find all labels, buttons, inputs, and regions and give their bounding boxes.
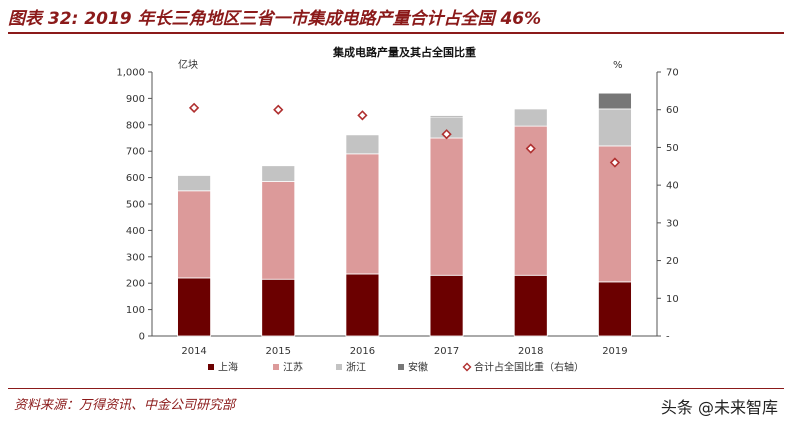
bar-zhejiang <box>177 175 211 192</box>
bar-shanghai <box>261 278 296 337</box>
bar-shanghai <box>177 277 211 337</box>
y-axis-right-unit: % <box>613 60 623 71</box>
legend-jiangsu-swatch <box>273 364 279 370</box>
bar-zhejiang <box>513 108 548 127</box>
x-tick-label: 2019 <box>602 346 627 357</box>
y-tick-label-left: 400 <box>126 226 145 237</box>
source-rule <box>8 388 784 389</box>
y-tick-label-right: 10 <box>666 294 679 305</box>
bar-anhui <box>429 115 464 118</box>
bar-jiangsu <box>177 190 211 279</box>
x-tick-label: 2017 <box>434 346 459 357</box>
y-tick-label-right: - <box>666 332 670 343</box>
legend-jiangsu-label: 江苏 <box>283 361 303 374</box>
source-note: 资料来源：万得资讯、中金公司研究部 <box>14 398 236 413</box>
figure-title: 图表 32: 2019 年长三角地区三省一市集成电路产量合计占全国 46% <box>8 9 542 29</box>
share-marker <box>609 157 621 168</box>
legend-anhui-swatch <box>398 364 404 370</box>
chart-axes: 0 100 200 300 400 500 600 700 800 900 1,000 - 10 20 30… <box>116 68 678 358</box>
y-tick-label-right: 70 <box>666 68 679 79</box>
share-marker <box>188 102 200 113</box>
bar-jiangsu <box>261 181 296 280</box>
bar-shanghai <box>513 274 548 337</box>
y-tick-label-left: 600 <box>126 173 145 184</box>
y-tick-label-left: 100 <box>126 305 145 316</box>
legend-zhejiang-swatch <box>336 364 342 370</box>
y-tick-label-left: 900 <box>126 94 145 105</box>
share-marker <box>357 110 368 121</box>
share-marker <box>525 143 536 154</box>
y-tick-label-right: 50 <box>666 143 679 154</box>
legend-share-label: 合计占全国比重（右轴） <box>474 361 584 374</box>
bar-jiangsu <box>598 145 632 283</box>
bar-zhejiang <box>261 165 296 182</box>
title-rule <box>8 32 784 34</box>
chart-legend: 上海 江苏 浙江 安徽 合计占全国比重（右轴） <box>208 361 584 374</box>
legend-shanghai-swatch <box>208 364 214 370</box>
share-marker <box>441 129 452 140</box>
y-tick-label-left: 700 <box>126 147 145 158</box>
bar-shanghai <box>345 273 380 337</box>
bar-zhejiang <box>345 134 380 155</box>
y-tick-label-left: 200 <box>126 279 145 290</box>
y-tick-label-right: 20 <box>666 256 679 267</box>
y-tick-label-right: 40 <box>666 181 679 192</box>
legend-share-swatch <box>462 362 472 372</box>
legend-shanghai-label: 上海 <box>218 361 238 374</box>
y-tick-label-left: 800 <box>126 120 145 131</box>
chart-markers <box>188 102 621 168</box>
x-tick-label: 2016 <box>350 346 375 357</box>
y-tick-label-right: 30 <box>666 218 679 229</box>
bar-anhui <box>598 92 632 110</box>
y-tick-label-left: 300 <box>126 252 145 263</box>
bar-jiangsu <box>345 153 380 275</box>
x-tick-label: 2015 <box>266 346 291 357</box>
chart-bars <box>177 92 632 337</box>
y-tick-label-left: 1,000 <box>116 68 145 79</box>
bar-shanghai <box>598 281 632 337</box>
legend-zhejiang-label: 浙江 <box>346 362 366 374</box>
chart-title: 集成电路产量及其占全国比重 <box>332 45 476 59</box>
y-axis-left-unit: 亿块 <box>178 58 198 71</box>
x-tick-label: 2014 <box>181 346 206 357</box>
y-tick-label-right: 60 <box>666 105 679 116</box>
bar-zhejiang <box>598 108 632 147</box>
y-tick-label-left: 0 <box>139 332 145 343</box>
share-marker <box>273 104 284 115</box>
bar-jiangsu <box>429 137 464 276</box>
watermark: 头条 @未来智库 <box>656 392 782 420</box>
x-tick-label: 2018 <box>518 346 543 357</box>
legend-anhui-label: 安徽 <box>408 361 428 374</box>
y-tick-label-left: 500 <box>126 200 145 211</box>
bar-shanghai <box>429 274 464 337</box>
